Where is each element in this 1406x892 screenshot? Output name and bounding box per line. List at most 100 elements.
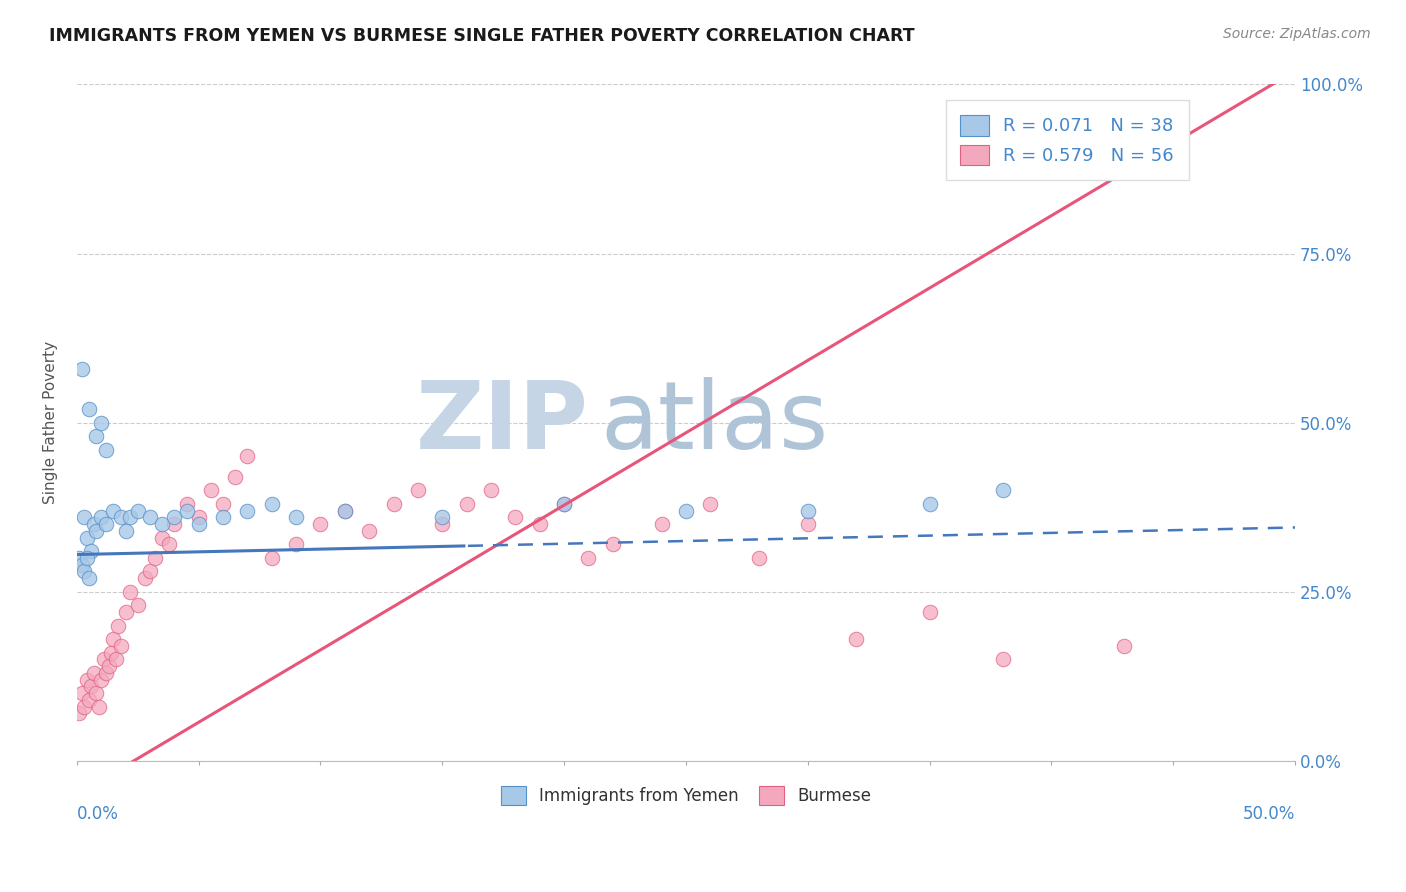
Point xyxy=(70,558,93,572)
Point xyxy=(97,659,120,673)
Point xyxy=(80,544,103,558)
Point xyxy=(675,503,697,517)
Point xyxy=(77,402,100,417)
Point xyxy=(699,497,721,511)
Point xyxy=(127,503,149,517)
Text: 0.0%: 0.0% xyxy=(77,805,118,822)
Point xyxy=(90,510,112,524)
Point xyxy=(553,497,575,511)
Point xyxy=(73,699,96,714)
Point xyxy=(110,639,132,653)
Point xyxy=(139,565,162,579)
Point xyxy=(159,537,181,551)
Point xyxy=(163,510,186,524)
Point xyxy=(114,524,136,538)
Point xyxy=(285,510,308,524)
Point xyxy=(127,599,149,613)
Point xyxy=(200,483,222,498)
Point xyxy=(456,497,478,511)
Point xyxy=(100,646,122,660)
Point xyxy=(67,550,90,565)
Point xyxy=(104,652,127,666)
Point xyxy=(87,699,110,714)
Point xyxy=(86,686,108,700)
Point xyxy=(651,517,673,532)
Point xyxy=(285,537,308,551)
Point xyxy=(797,503,820,517)
Point xyxy=(86,429,108,443)
Point xyxy=(103,632,125,646)
Point xyxy=(114,605,136,619)
Text: IMMIGRANTS FROM YEMEN VS BURMESE SINGLE FATHER POVERTY CORRELATION CHART: IMMIGRANTS FROM YEMEN VS BURMESE SINGLE … xyxy=(49,27,915,45)
Point xyxy=(134,571,156,585)
Point xyxy=(309,517,332,532)
Point xyxy=(382,497,405,511)
Point xyxy=(94,517,117,532)
Point xyxy=(918,605,941,619)
Point xyxy=(110,510,132,524)
Point xyxy=(77,571,100,585)
Point xyxy=(529,517,551,532)
Point xyxy=(90,416,112,430)
Point xyxy=(187,517,209,532)
Point xyxy=(94,665,117,680)
Point xyxy=(918,497,941,511)
Point xyxy=(94,442,117,457)
Point xyxy=(359,524,381,538)
Point xyxy=(991,652,1014,666)
Point xyxy=(991,483,1014,498)
Point xyxy=(139,510,162,524)
Point xyxy=(432,510,454,524)
Point xyxy=(797,517,820,532)
Point xyxy=(150,531,173,545)
Point xyxy=(187,510,209,524)
Point xyxy=(212,497,235,511)
Point xyxy=(120,584,142,599)
Point xyxy=(553,497,575,511)
Point xyxy=(103,503,125,517)
Point xyxy=(73,510,96,524)
Point xyxy=(93,652,115,666)
Point xyxy=(83,665,105,680)
Point xyxy=(1114,639,1136,653)
Point xyxy=(90,673,112,687)
Point xyxy=(505,510,527,524)
Point xyxy=(845,632,868,646)
Point xyxy=(150,517,173,532)
Point xyxy=(176,503,198,517)
Point xyxy=(70,686,93,700)
Point xyxy=(120,510,142,524)
Point xyxy=(260,550,283,565)
Point xyxy=(143,550,166,565)
Point xyxy=(76,673,98,687)
Text: atlas: atlas xyxy=(600,376,830,468)
Point xyxy=(432,517,454,532)
Point xyxy=(212,510,235,524)
Point xyxy=(333,503,356,517)
Text: ZIP: ZIP xyxy=(416,376,589,468)
Point xyxy=(77,693,100,707)
Point xyxy=(70,361,93,376)
Text: 50.0%: 50.0% xyxy=(1243,805,1295,822)
Point xyxy=(73,565,96,579)
Point xyxy=(479,483,502,498)
Point xyxy=(76,531,98,545)
Point xyxy=(236,450,259,464)
Point xyxy=(748,550,770,565)
Y-axis label: Single Father Poverty: Single Father Poverty xyxy=(44,341,58,504)
Text: Source: ZipAtlas.com: Source: ZipAtlas.com xyxy=(1223,27,1371,41)
Point xyxy=(163,517,186,532)
Point xyxy=(224,469,246,483)
Point xyxy=(333,503,356,517)
Point xyxy=(67,706,90,721)
Point xyxy=(260,497,283,511)
Point xyxy=(602,537,624,551)
Point xyxy=(236,503,259,517)
Point xyxy=(176,497,198,511)
Point xyxy=(76,550,98,565)
Legend: Immigrants from Yemen, Burmese: Immigrants from Yemen, Burmese xyxy=(492,778,879,814)
Point xyxy=(578,550,600,565)
Point xyxy=(406,483,429,498)
Point xyxy=(80,680,103,694)
Point xyxy=(86,524,108,538)
